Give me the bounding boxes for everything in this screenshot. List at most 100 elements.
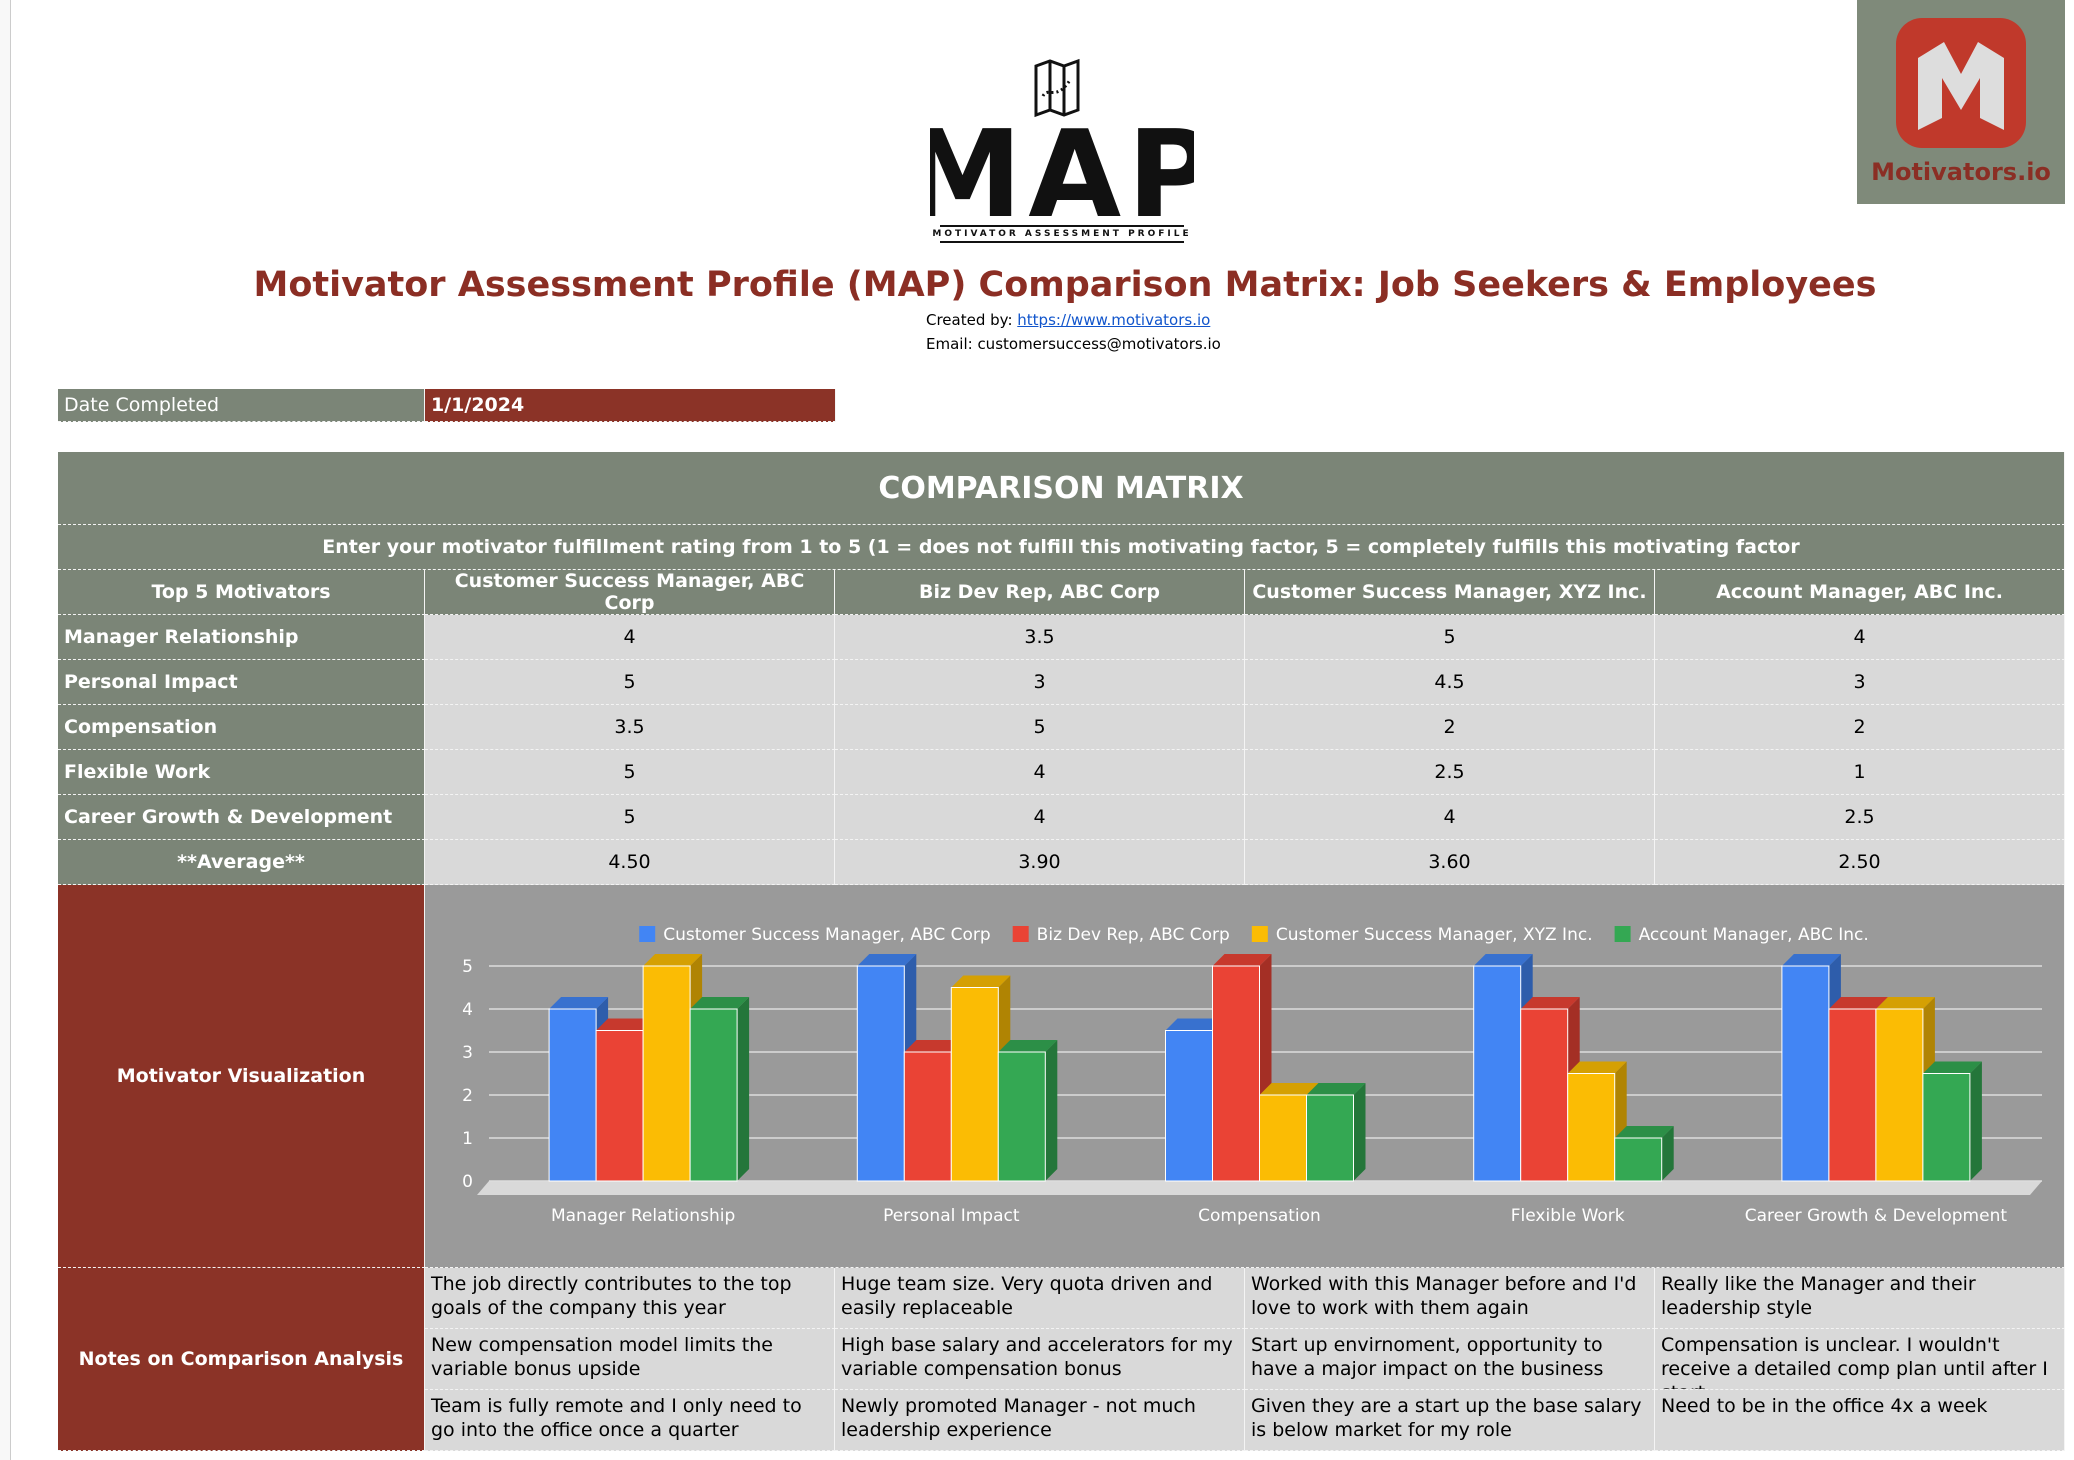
bar: [1875, 1008, 1924, 1182]
brand-icon: [1896, 18, 2026, 148]
motivator: Flexible Work: [58, 750, 425, 795]
average-value: 3.90: [835, 840, 1245, 885]
notes-label: Notes on Comparison Analysis: [58, 1268, 425, 1451]
y-tick-label: 2: [462, 1086, 473, 1106]
x-tick-label: Flexible Work: [1511, 1206, 1625, 1226]
x-tick-label: Career Growth & Development: [1745, 1206, 2008, 1226]
logo-text: MAP: [930, 106, 1194, 245]
note: New compensation model limits the variab…: [425, 1329, 835, 1390]
link[interactable]: https://www.motivators.io: [1017, 311, 1211, 329]
bar: [1520, 1008, 1569, 1182]
bar-top: [1212, 954, 1272, 966]
rating: 4.5: [1245, 660, 1655, 705]
note: The job directly contributes to the top …: [425, 1268, 835, 1329]
bar: [1828, 1008, 1877, 1182]
note: Really like the Manager and their leader…: [1655, 1268, 2065, 1329]
bar: [1614, 1137, 1663, 1182]
bar: [1165, 1030, 1213, 1182]
bar-top: [1473, 954, 1533, 966]
matrix-title: COMPARISON MATRIX: [58, 452, 2065, 525]
email: Email: customersuccess@motivators.io: [926, 335, 1221, 353]
rating: 3.5: [425, 705, 835, 750]
rating: 4: [425, 615, 835, 660]
legend: Customer Success Manager, ABC Corp Biz De…: [639, 925, 1869, 945]
bar-side: [1353, 1083, 1366, 1181]
bar-top: [596, 1018, 656, 1031]
rating: 5: [425, 660, 835, 705]
motivator: Manager Relationship: [58, 615, 425, 660]
column-header: Customer Success Manager, XYZ Inc.: [1245, 570, 1655, 615]
motivator: Compensation: [58, 705, 425, 750]
note: Need to be in the office 4x a week: [1655, 1390, 2065, 1451]
bar: [689, 1008, 738, 1182]
brand-name: Motivators.io: [1871, 158, 2051, 186]
average-value: 2.50: [1655, 840, 2065, 885]
note: High base salary and accelerators for my…: [835, 1329, 1245, 1390]
average-value: 3.60: [1245, 840, 1655, 885]
bar: [1781, 965, 1830, 1182]
created-label: Created by:: [926, 311, 1013, 329]
bar-top: [690, 997, 750, 1009]
bar-top: [549, 997, 609, 1009]
bar-side: [1661, 1126, 1674, 1181]
bar: [1259, 1094, 1307, 1182]
note: Team is fully remote and I only need to …: [425, 1390, 835, 1451]
legend-swatch: [639, 926, 656, 942]
bar: [548, 1008, 597, 1182]
bar: [1922, 1073, 1971, 1182]
bar-top: [1781, 954, 1841, 966]
motivator: Personal Impact: [58, 660, 425, 705]
rating: 2.5: [1655, 795, 2065, 840]
column-header: Top 5 Motivators: [58, 570, 425, 615]
bar: [997, 1051, 1046, 1182]
bar-side: [737, 997, 750, 1181]
note: Start up envirnoment, opportunity to hav…: [1245, 1329, 1655, 1390]
bar: [856, 965, 905, 1182]
rating: 5: [1245, 615, 1655, 660]
bar-top: [857, 954, 917, 966]
bar-top: [1520, 997, 1580, 1009]
instructions: Enter your motivator fulfillment rating …: [58, 525, 2065, 570]
rating: 2: [1245, 705, 1655, 750]
rating: 4: [835, 795, 1245, 840]
map-icon: [1034, 58, 1080, 118]
logo-subtitle: MOTIVATOR ASSESSMENT PROFILE: [932, 229, 1191, 239]
x-tick-label: Manager Relationship: [551, 1206, 735, 1226]
bar-side: [1969, 1061, 1982, 1181]
bar-top: [1614, 1126, 1674, 1138]
legend-label: Customer Success Manager, ABC Corp: [663, 925, 990, 945]
rating: 1: [1655, 750, 2065, 795]
column-header: Biz Dev Rep, ABC Corp: [835, 570, 1245, 615]
bar-top: [1165, 1018, 1225, 1031]
bar-top: [1828, 997, 1888, 1009]
bar-top: [998, 1040, 1058, 1052]
bar-top: [904, 1040, 964, 1052]
y-tick-label: 3: [462, 1043, 473, 1063]
bar-top: [1306, 1083, 1366, 1095]
date-value: 1/1/2024: [425, 389, 836, 422]
bar-side: [1045, 1040, 1058, 1181]
bar-top: [643, 954, 703, 966]
y-tick-label: 0: [462, 1172, 473, 1192]
average-value: 4.50: [425, 840, 835, 885]
created-by: Created by: https://www.motivators.io: [926, 311, 1210, 329]
bar-top: [951, 975, 1011, 988]
bar-top: [1259, 1083, 1319, 1095]
note: Huge team size. Very quota driven and ea…: [835, 1268, 1245, 1329]
rating: 4: [1245, 795, 1655, 840]
rating: 3.5: [835, 615, 1245, 660]
bar: [595, 1030, 644, 1182]
note: Compensation is unclear. I wouldn't rece…: [1655, 1329, 2065, 1390]
y-tick-label: 1: [462, 1129, 473, 1149]
rating: 5: [425, 750, 835, 795]
y-tick-label: 5: [462, 957, 473, 977]
motivator: Career Growth & Development: [58, 795, 425, 840]
rating: 4: [835, 750, 1245, 795]
rating: 4: [1655, 615, 2065, 660]
bar: [950, 987, 999, 1182]
bar: [642, 965, 691, 1182]
note: Newly promoted Manager - not much leader…: [835, 1390, 1245, 1451]
rating: 3: [835, 660, 1245, 705]
bar: [903, 1051, 952, 1182]
